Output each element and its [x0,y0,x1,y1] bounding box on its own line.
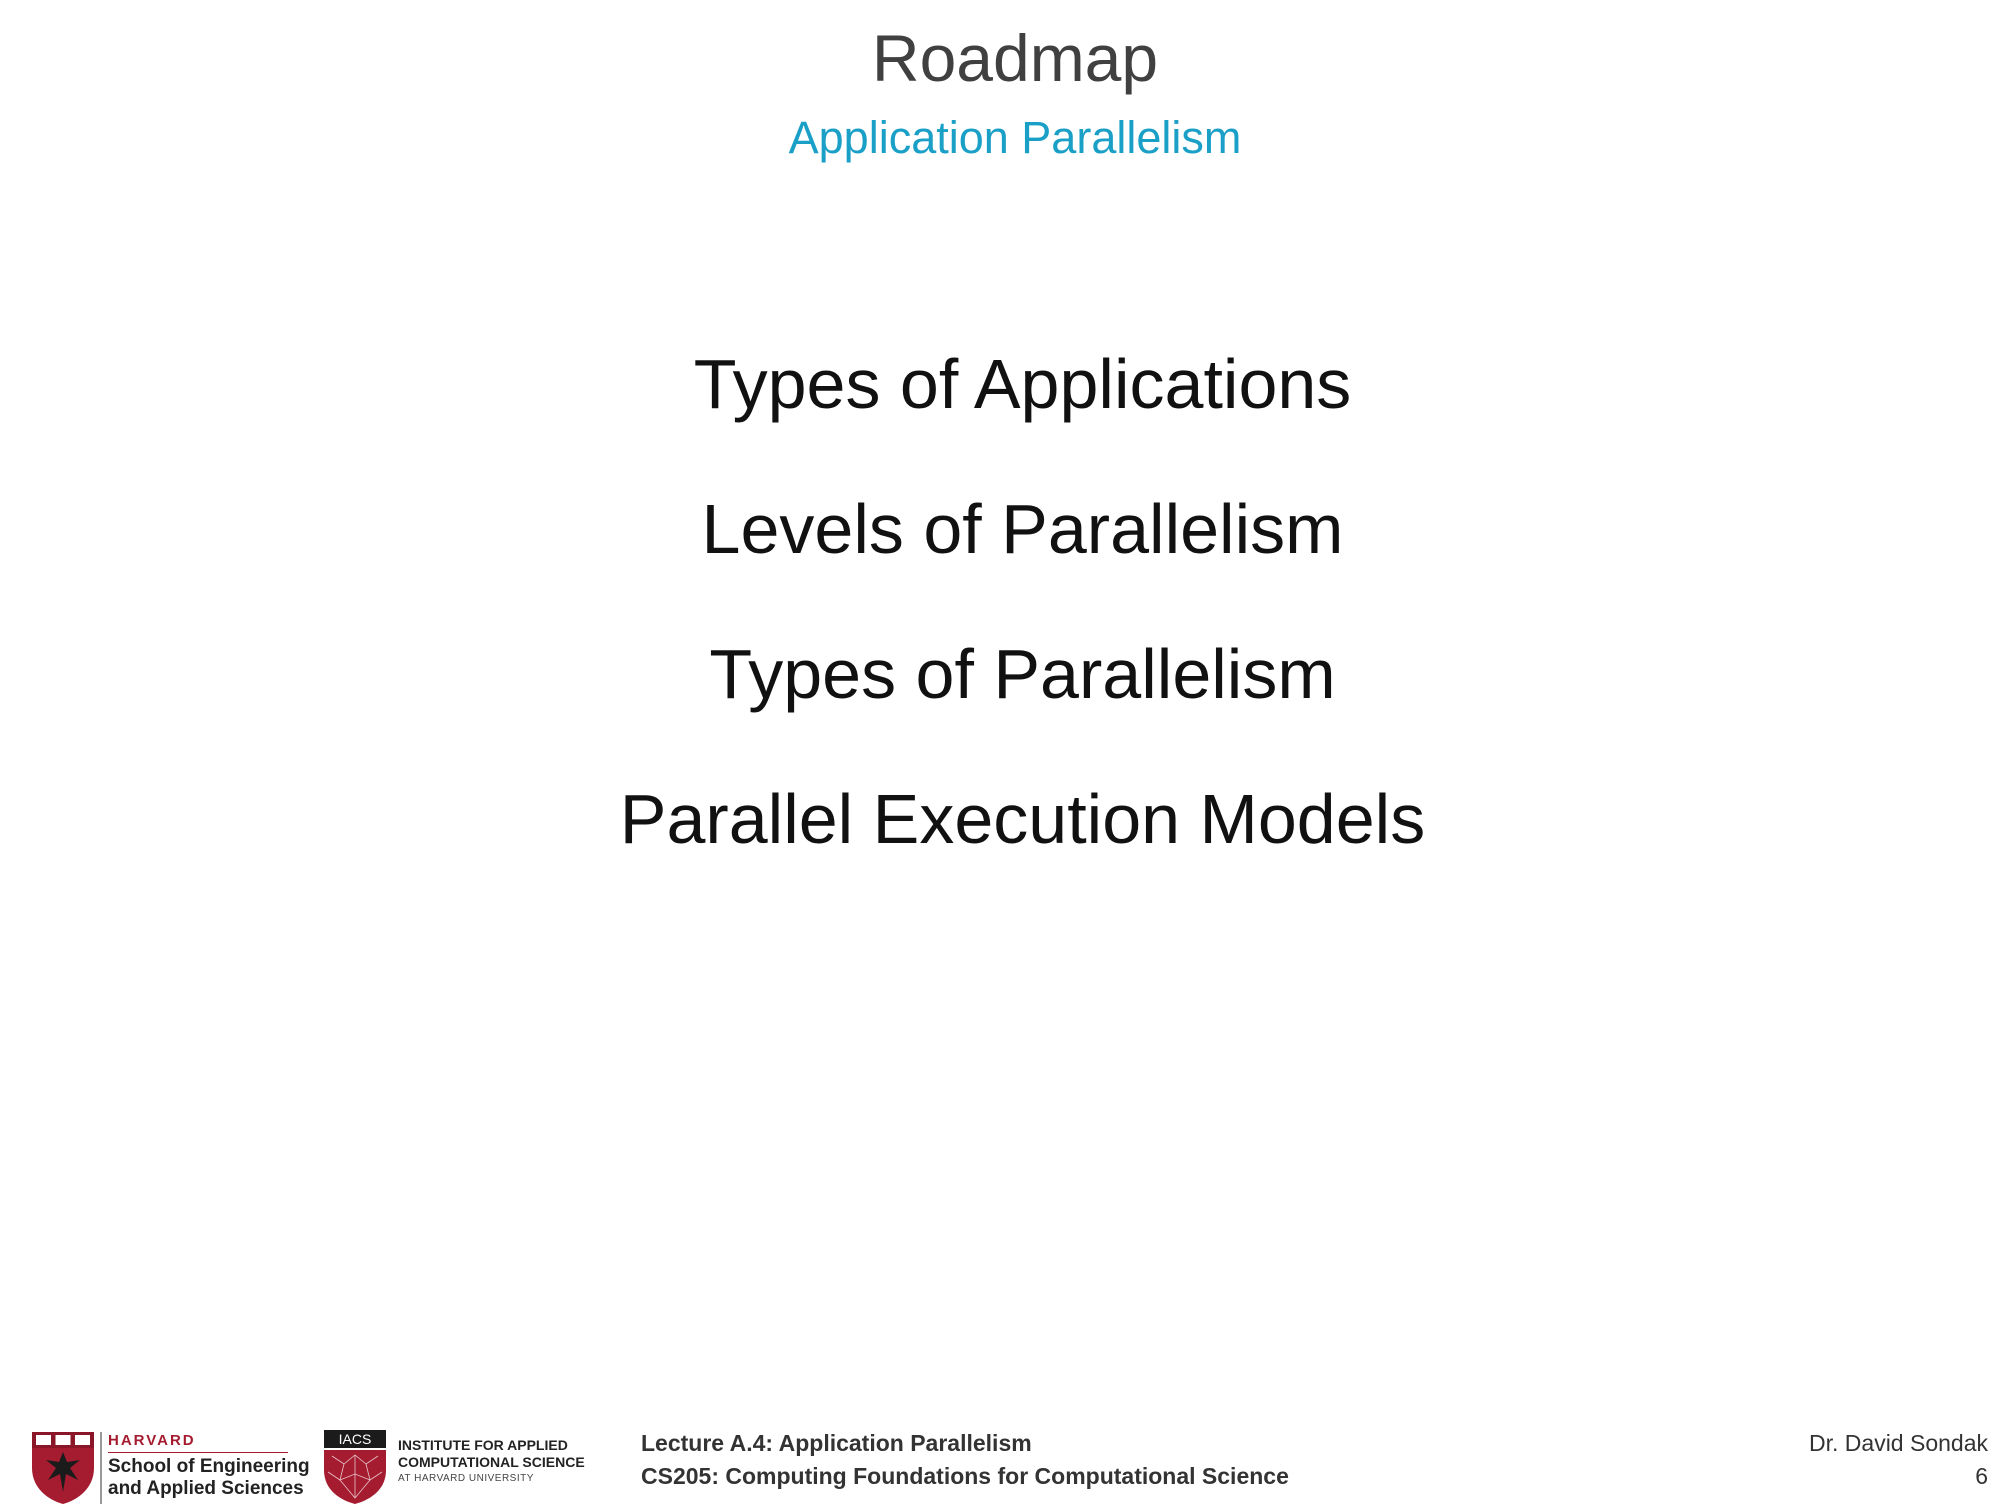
iacs-logo-line1: INSTITUTE FOR APPLIED [398,1437,568,1453]
roadmap-item-parallel-execution-models: Parallel Execution Models [619,780,1426,858]
seas-logo-harvard: HARVARD [108,1432,196,1449]
slide-footer: HARVARD School of Engineering and Applie… [0,1420,2000,1504]
slide-subtitle: Application Parallelism [788,112,1242,163]
roadmap-list: Types of Applications Levels of Parallel… [0,340,2000,920]
roadmap-item-levels-of-parallelism: Levels of Parallelism [701,490,1344,568]
iacs-shield-icon: IACS [324,1430,386,1504]
iacs-logo-line2: COMPUTATIONAL SCIENCE [398,1454,585,1470]
roadmap-item-types-of-parallelism: Types of Parallelism [709,635,1336,713]
svg-text:IACS: IACS [339,1431,372,1447]
page-number: 6 [1975,1463,1988,1489]
iacs-logo-line3: AT HARVARD UNIVERSITY [398,1473,534,1484]
seas-logo-line2: and Applied Sciences [108,1478,304,1499]
slide-title: Roadmap [871,21,1159,95]
logo-divider [100,1432,102,1504]
seas-logo-rule [108,1452,288,1453]
author-name: Dr. David Sondak [1809,1430,1988,1456]
lecture-title: Lecture A.4: Application Parallelism [641,1430,1032,1456]
course-title: CS205: Computing Foundations for Computa… [641,1463,1289,1489]
seas-logo-line1: School of Engineering [108,1456,310,1477]
harvard-shield-icon [32,1432,94,1504]
roadmap-item-types-of-applications: Types of Applications [693,345,1352,423]
